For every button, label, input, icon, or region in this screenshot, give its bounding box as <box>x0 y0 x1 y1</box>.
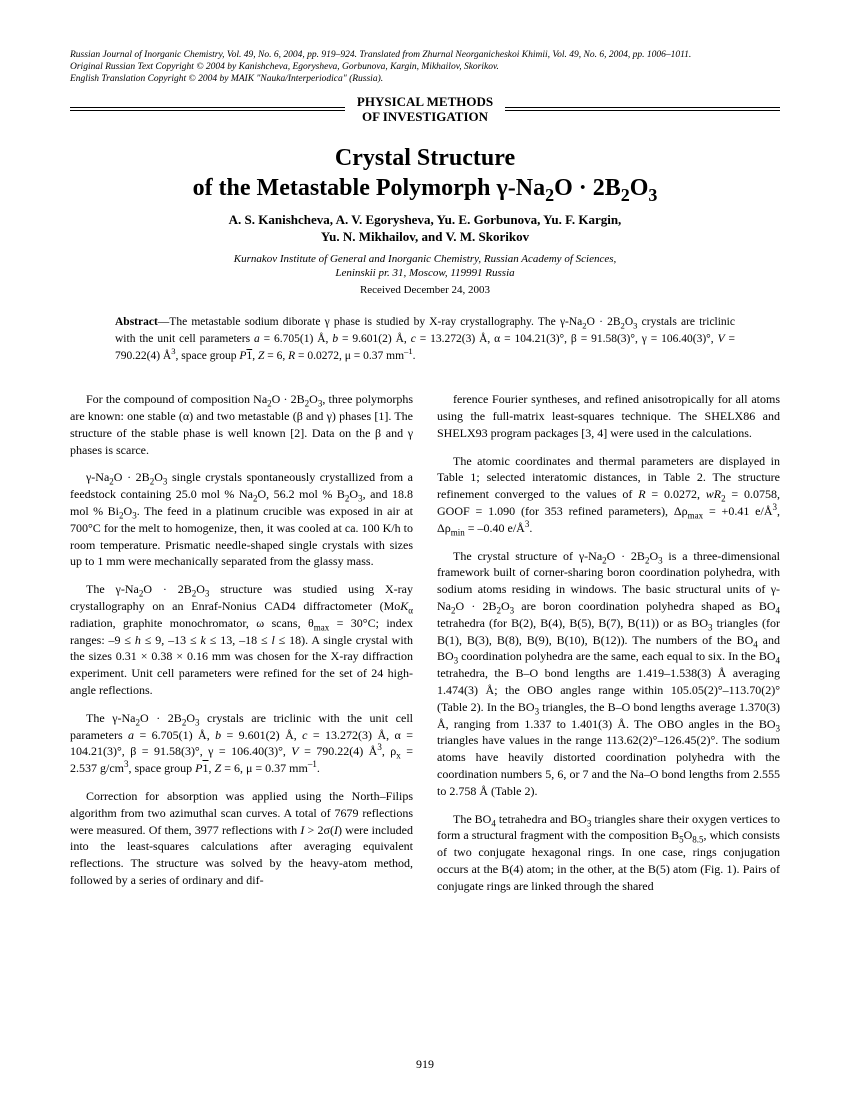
paragraph: Correction for absorption was applied us… <box>70 788 413 889</box>
authors-line-1: A. S. Kanishcheva, A. V. Egorysheva, Yu.… <box>70 211 780 229</box>
title-line-1: Crystal Structure <box>70 143 780 173</box>
paragraph: γ-Na2O · 2B2O3 single crystals spontaneo… <box>70 469 413 570</box>
abstract: Abstract—The metastable sodium diborate … <box>115 314 735 366</box>
paragraph: The γ-Na2O · 2B2O3 crystals are triclini… <box>70 710 413 777</box>
article-title: Crystal Structure of the Metastable Poly… <box>70 143 780 203</box>
header-line-3: English Translation Copyright © 2004 by … <box>70 74 780 86</box>
affiliation-line-2: Leninskii pr. 31, Moscow, 119991 Russia <box>70 266 780 280</box>
section-title: PHYSICAL METHODS OF INVESTIGATION <box>357 94 493 125</box>
received-date: Received December 24, 2003 <box>70 284 780 296</box>
paragraph: For the compound of composition Na2O · 2… <box>70 391 413 458</box>
journal-header: Russian Journal of Inorganic Chemistry, … <box>70 50 780 86</box>
authors-line-2: Yu. N. Mikhailov, and V. M. Skorikov <box>70 228 780 246</box>
header-line-2: Original Russian Text Copyright © 2004 b… <box>70 62 780 74</box>
title-line-2: of the Metastable Polymorph γ-Na2O · 2B2… <box>70 173 780 203</box>
paragraph: ference Fourier syntheses, and refined a… <box>437 391 780 441</box>
affiliation: Kurnakov Institute of General and Inorga… <box>70 252 780 281</box>
left-column: For the compound of composition Na2O · 2… <box>70 391 413 905</box>
authors: A. S. Kanishcheva, A. V. Egorysheva, Yu.… <box>70 211 780 246</box>
right-column: ference Fourier syntheses, and refined a… <box>437 391 780 905</box>
rule-right <box>505 107 780 111</box>
page-number: 919 <box>0 1057 850 1072</box>
affiliation-line-1: Kurnakov Institute of General and Inorga… <box>70 252 780 266</box>
paragraph: The atomic coordinates and thermal param… <box>437 453 780 537</box>
paragraph: The BO4 tetrahedra and BO3 triangles sha… <box>437 811 780 895</box>
body-columns: For the compound of composition Na2O · 2… <box>70 391 780 905</box>
section-header: PHYSICAL METHODS OF INVESTIGATION <box>70 94 780 125</box>
title-block: Crystal Structure of the Metastable Poly… <box>70 143 780 296</box>
rule-left <box>70 107 345 111</box>
paragraph: The crystal structure of γ-Na2O · 2B2O3 … <box>437 548 780 800</box>
header-line-1: Russian Journal of Inorganic Chemistry, … <box>70 50 780 62</box>
paragraph: The γ-Na2O · 2B2O3 structure was studied… <box>70 581 413 699</box>
